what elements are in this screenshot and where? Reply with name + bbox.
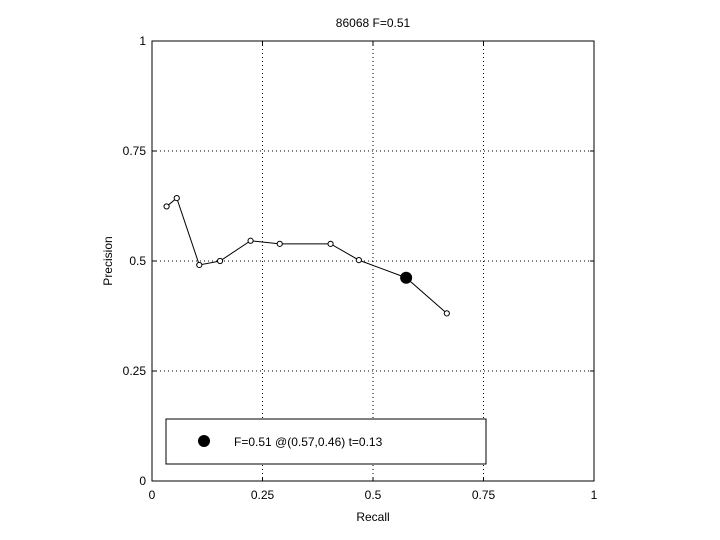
pr-series <box>163 194 450 317</box>
y-tick-label: 0.75 <box>123 144 147 158</box>
axis-ticks: 0 0.25 0.5 0.75 1 0 0.25 0.5 0.75 1 <box>123 34 598 502</box>
legend-box: F=0.51 @(0.57,0.46) t=0.13 <box>165 418 487 465</box>
x-tick-label: 1 <box>591 488 598 502</box>
y-axis-label: Precision <box>101 236 115 285</box>
series-line <box>166 197 448 314</box>
y-tick-label: 1 <box>139 34 146 48</box>
data-point <box>196 261 203 269</box>
data-point <box>443 310 450 317</box>
data-point <box>163 203 170 210</box>
x-tick-label: 0 <box>149 488 156 502</box>
best-f-point <box>400 271 413 284</box>
data-point <box>216 257 224 265</box>
legend-marker <box>198 435 210 447</box>
chart-title: 86068 F=0.51 <box>336 16 411 30</box>
y-tick-label: 0.25 <box>123 364 147 378</box>
x-tick-label: 0.25 <box>251 488 275 502</box>
data-point <box>173 194 180 202</box>
grid-lines <box>152 41 594 481</box>
y-tick-label: 0 <box>139 474 146 488</box>
data-point <box>355 257 362 264</box>
data-point <box>327 240 334 247</box>
data-point <box>276 240 283 247</box>
data-point <box>247 237 254 244</box>
x-tick-label: 0.5 <box>365 488 382 502</box>
legend-label: F=0.51 @(0.57,0.46) t=0.13 <box>234 435 383 449</box>
y-tick-label: 0.5 <box>129 254 146 268</box>
x-axis-label: Recall <box>356 510 389 524</box>
x-tick-label: 0.75 <box>472 488 496 502</box>
